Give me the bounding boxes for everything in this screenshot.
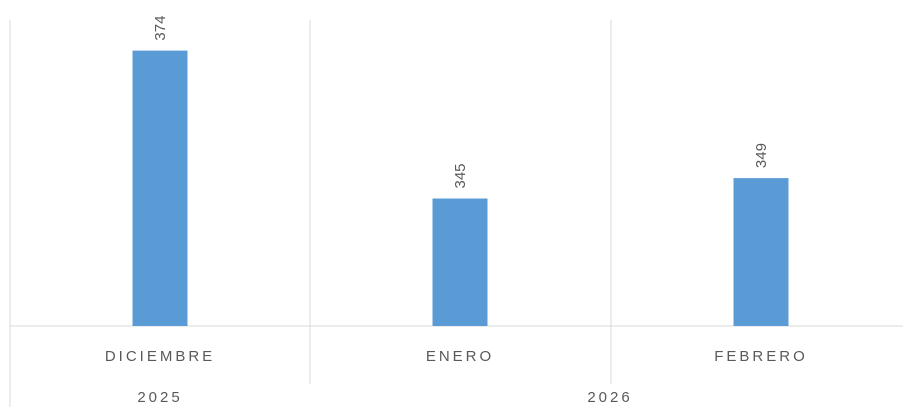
x-tick-label: DICIEMBRE bbox=[105, 348, 215, 365]
x-group-label: 2026 bbox=[587, 389, 632, 406]
bar bbox=[733, 178, 789, 326]
chart-data-labels: 374 345 349 bbox=[152, 16, 770, 189]
bar-data-label: 374 bbox=[152, 16, 169, 41]
bar bbox=[132, 50, 188, 326]
x-axis: DICIEMBRE ENERO FEBRERO 2025 2026 bbox=[105, 348, 808, 406]
x-group-label: 2025 bbox=[137, 389, 182, 406]
bar-data-label: 345 bbox=[452, 163, 469, 188]
x-tick-label: FEBRERO bbox=[714, 348, 808, 365]
chart-bars bbox=[132, 50, 789, 326]
x-tick-label: ENERO bbox=[426, 348, 494, 365]
bar-data-label: 349 bbox=[753, 143, 770, 168]
bar bbox=[432, 198, 488, 326]
